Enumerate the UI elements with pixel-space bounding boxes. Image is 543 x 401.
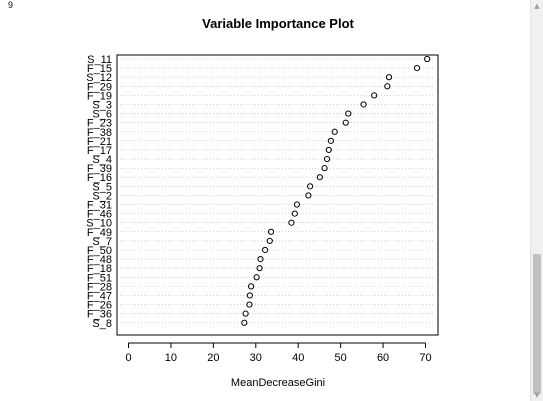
y-tick-label: S_8 (92, 318, 112, 330)
x-tick-label: 0 (125, 352, 131, 364)
data-point-f-39 (321, 165, 328, 172)
data-point-f-50 (262, 246, 269, 254)
y-tick-label: F_15 (87, 63, 112, 75)
data-point-s-3 (360, 101, 367, 108)
data-point-s-2 (305, 192, 312, 199)
x-tick-label: 70 (419, 352, 431, 364)
y-tick-label: F_26 (87, 300, 112, 312)
data-point-f-31 (293, 201, 301, 208)
page-number: 9 (8, 0, 14, 10)
x-tick-label: 10 (165, 352, 177, 364)
y-tick-label: S_4 (92, 154, 112, 166)
scroll-up-arrow-icon[interactable]: ▲ (534, 2, 540, 10)
y-tick-label: F_36 (87, 309, 112, 321)
data-point-s-10 (288, 219, 295, 226)
y-tick-label: S_3 (92, 99, 112, 111)
scroll-down-arrow-icon[interactable]: ▼ (534, 391, 540, 399)
data-point-f-38 (331, 128, 338, 135)
y-tick-label: S_7 (92, 236, 112, 248)
y-tick-label: F_19 (87, 90, 112, 102)
data-point-f-26 (246, 301, 253, 308)
data-point-s-4 (323, 155, 331, 163)
data-point-f-48 (257, 255, 264, 263)
y-tick-label: S_2 (92, 190, 112, 202)
x-tick-label: 30 (250, 352, 262, 364)
y-tick-label: S_5 (92, 181, 112, 193)
x-tick-label: 20 (207, 352, 219, 364)
data-point-f-29 (384, 83, 391, 90)
data-point-f-15 (413, 64, 421, 72)
data-point-s-12 (385, 74, 393, 81)
y-tick-label: S_11 (87, 54, 112, 66)
data-point-f-47 (246, 292, 253, 299)
data-point-s-5 (306, 183, 314, 190)
x-tick-label: 60 (377, 352, 389, 364)
y-tick-label: F_51 (87, 272, 112, 284)
vertical-scrollbar[interactable]: ▲ ▼ (530, 0, 543, 401)
data-point-f-28 (248, 283, 255, 290)
data-point-s-7 (266, 237, 273, 244)
x-tick-label: 40 (292, 352, 304, 364)
data-point-f-17 (325, 146, 332, 154)
data-point-s-6 (345, 110, 352, 117)
y-tick-label: F_29 (87, 81, 112, 93)
y-tick-label: F_16 (87, 172, 112, 184)
y-tick-label: F_38 (87, 127, 112, 139)
scrollbar-thumb[interactable] (533, 254, 541, 394)
y-tick-label: F_47 (87, 290, 112, 302)
data-point-f-23 (342, 119, 349, 126)
data-point-f-21 (327, 137, 334, 144)
y-tick-label: F_46 (87, 209, 112, 221)
chart-title: Variable Importance Plot (202, 16, 354, 31)
variable-importance-chart: Variable Importance Plot S_11F_15S_12F_2… (86, 16, 439, 389)
data-point-s-11 (424, 55, 431, 63)
y-tick-label: F_50 (87, 245, 112, 257)
y-tick-label: F_17 (87, 145, 112, 157)
y-tick-label: F_48 (87, 254, 112, 266)
y-tick-label: F_21 (87, 136, 112, 148)
x-axis-label: MeanDecreaseGini (231, 377, 325, 389)
data-point-s-8 (241, 319, 248, 326)
x-axis: 0 10 20 30 40 50 60 70 (125, 342, 432, 364)
data-point-f-16 (316, 174, 323, 181)
x-tick-label: 50 (335, 352, 347, 364)
y-tick-label: F_18 (87, 263, 112, 275)
data-point-f-18 (256, 265, 263, 272)
y-tick-label: S_12 (86, 72, 112, 84)
y-tick-label: S_6 (92, 109, 112, 121)
grid-lines (120, 58, 435, 324)
y-tick-label: F_39 (87, 163, 112, 175)
y-tick-label: F_28 (87, 281, 112, 293)
y-tick-label: F_31 (87, 200, 112, 212)
plot-frame (116, 54, 439, 336)
data-point-f-46 (291, 210, 298, 217)
data-point-f-36 (242, 310, 249, 317)
y-tick-label: F_49 (87, 227, 112, 239)
y-axis-labels: S_11F_15S_12F_29F_19S_3S_6F_23F_38F_21F_… (86, 54, 112, 330)
data-point-f-49 (267, 228, 275, 235)
y-tick-label: S_10 (86, 218, 112, 230)
data-point-f-51 (253, 274, 260, 281)
data-point-f-19 (371, 92, 378, 99)
y-tick-label: F_23 (87, 118, 112, 130)
data-points (241, 55, 431, 326)
